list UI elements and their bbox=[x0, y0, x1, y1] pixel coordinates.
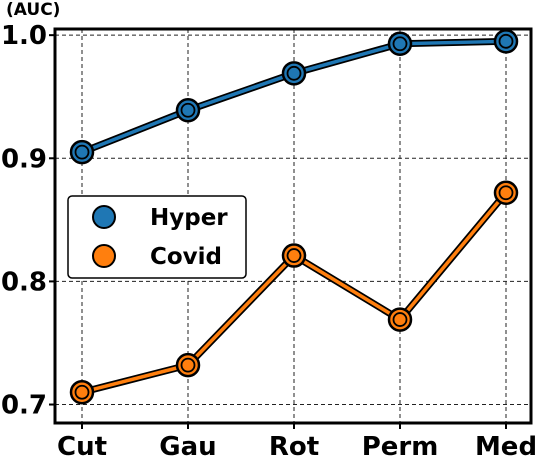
data-point-covid-perm bbox=[387, 307, 413, 332]
marker-inner bbox=[498, 185, 514, 201]
data-point-hyper-cut bbox=[69, 139, 95, 165]
marker-inner bbox=[180, 357, 196, 373]
x-tick-label-gau: Gau bbox=[159, 432, 216, 461]
data-point-hyper-perm bbox=[387, 31, 413, 57]
y-tick-label: 0.8 bbox=[1, 267, 47, 297]
marker-inner bbox=[286, 248, 302, 263]
series-covid bbox=[69, 180, 519, 405]
legend-item-hyper: Hyper bbox=[92, 205, 228, 231]
x-tick-label-cut: Cut bbox=[57, 432, 107, 461]
series-hyper bbox=[69, 29, 519, 165]
y-tick-label: 1.0 bbox=[1, 21, 47, 51]
series-layer bbox=[69, 29, 519, 405]
x-tick-label-rot: Rot bbox=[269, 432, 319, 461]
x-tick-label-perm: Perm bbox=[362, 432, 439, 461]
legend-marker-covid bbox=[92, 244, 116, 268]
legend: Hyper Covid bbox=[67, 195, 247, 279]
y-axis: 0.7 0.8 0.9 1.0 bbox=[1, 21, 55, 421]
marker-inner bbox=[286, 65, 302, 81]
legend-item-covid: Covid bbox=[92, 244, 222, 270]
x-tick-label-med: Med bbox=[475, 432, 537, 461]
marker-inner bbox=[74, 384, 90, 400]
y-tick-label: 0.9 bbox=[1, 144, 47, 174]
legend-marker-hyper bbox=[92, 205, 116, 229]
marker-inner bbox=[180, 102, 196, 118]
legend-label-hyper: Hyper bbox=[150, 205, 228, 231]
data-point-hyper-gau bbox=[175, 98, 201, 123]
data-point-covid-rot bbox=[281, 243, 307, 268]
marker-inner bbox=[392, 312, 408, 327]
data-point-hyper-med bbox=[493, 29, 519, 54]
legend-label-covid: Covid bbox=[150, 244, 222, 270]
x-axis: Cut Gau Rot Perm Med bbox=[57, 423, 537, 461]
data-point-covid-cut bbox=[69, 379, 95, 405]
data-point-covid-gau bbox=[175, 352, 201, 378]
marker-inner bbox=[74, 144, 90, 160]
marker-inner bbox=[498, 33, 514, 49]
data-point-covid-med bbox=[493, 180, 519, 206]
data-point-hyper-rot bbox=[281, 61, 307, 86]
y-axis-label: (AUC) bbox=[6, 0, 60, 20]
y-tick-label: 0.7 bbox=[1, 391, 47, 421]
marker-inner bbox=[392, 36, 408, 52]
